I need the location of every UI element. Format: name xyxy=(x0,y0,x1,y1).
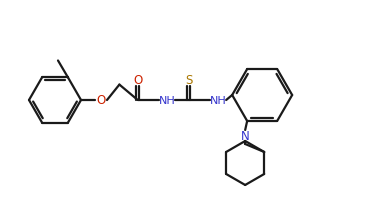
Text: NH: NH xyxy=(210,96,226,106)
Text: O: O xyxy=(96,94,106,106)
Text: S: S xyxy=(185,73,193,87)
Text: N: N xyxy=(241,130,250,144)
Text: O: O xyxy=(133,73,142,87)
Text: NH: NH xyxy=(159,96,175,106)
